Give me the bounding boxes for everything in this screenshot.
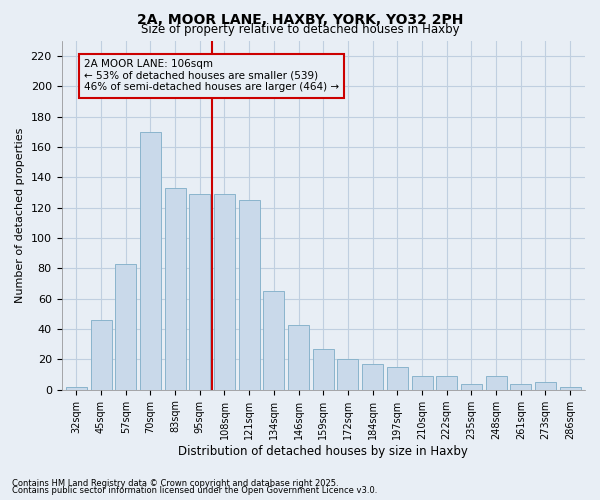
Bar xyxy=(535,382,556,390)
Bar xyxy=(337,360,358,390)
Bar xyxy=(115,264,136,390)
Bar xyxy=(288,324,309,390)
Bar xyxy=(511,384,531,390)
Bar xyxy=(313,349,334,390)
Bar xyxy=(164,188,185,390)
Bar xyxy=(91,320,112,390)
Text: Contains HM Land Registry data © Crown copyright and database right 2025.: Contains HM Land Registry data © Crown c… xyxy=(12,478,338,488)
Text: Size of property relative to detached houses in Haxby: Size of property relative to detached ho… xyxy=(140,22,460,36)
Bar xyxy=(362,364,383,390)
Bar xyxy=(190,194,210,390)
Text: 2A, MOOR LANE, HAXBY, YORK, YO32 2PH: 2A, MOOR LANE, HAXBY, YORK, YO32 2PH xyxy=(137,12,463,26)
Bar xyxy=(412,376,433,390)
X-axis label: Distribution of detached houses by size in Haxby: Distribution of detached houses by size … xyxy=(178,444,468,458)
Bar xyxy=(214,194,235,390)
Bar xyxy=(560,386,581,390)
Text: 2A MOOR LANE: 106sqm
← 53% of detached houses are smaller (539)
46% of semi-deta: 2A MOOR LANE: 106sqm ← 53% of detached h… xyxy=(84,59,339,92)
Text: Contains public sector information licensed under the Open Government Licence v3: Contains public sector information licen… xyxy=(12,486,377,495)
Bar xyxy=(387,367,408,390)
Bar xyxy=(485,376,506,390)
Bar xyxy=(263,291,284,390)
Bar xyxy=(140,132,161,390)
Y-axis label: Number of detached properties: Number of detached properties xyxy=(15,128,25,303)
Bar xyxy=(436,376,457,390)
Bar xyxy=(239,200,260,390)
Bar xyxy=(461,384,482,390)
Bar xyxy=(66,386,87,390)
